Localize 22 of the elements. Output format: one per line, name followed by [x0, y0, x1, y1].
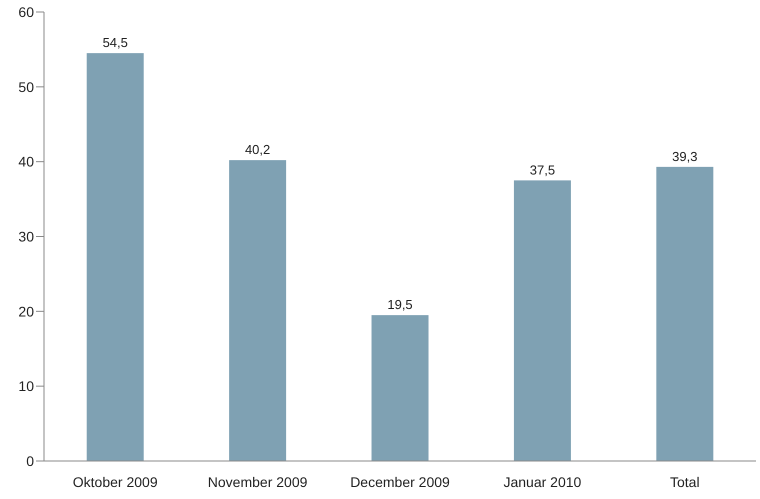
y-tick-label: 20: [18, 303, 34, 320]
data-label: 37,5: [530, 162, 556, 178]
y-tick-label: 40: [18, 154, 34, 170]
data-label: 54,5: [102, 35, 128, 50]
bar: [86, 53, 144, 461]
bar: [372, 315, 429, 461]
x-tick-label: November 2009: [208, 474, 308, 490]
data-label: 40,2: [244, 142, 270, 158]
data-label: 19,5: [387, 297, 413, 312]
y-tick-label: 60: [18, 4, 34, 20]
x-tick-label: Total: [670, 474, 700, 490]
bar: [514, 180, 571, 461]
y-tick-label: 0: [26, 452, 34, 469]
bar: [656, 166, 714, 461]
x-tick-label: Oktober 2009: [72, 474, 158, 490]
y-tick-label: 10: [18, 378, 34, 394]
y-tick-label: 30: [18, 228, 34, 244]
bar: [229, 160, 286, 461]
x-tick-label: December 2009: [350, 474, 450, 490]
x-tick-label: Januar 2010: [503, 474, 582, 490]
data-label: 39,3: [672, 148, 698, 164]
y-tick-label: 50: [18, 78, 34, 95]
